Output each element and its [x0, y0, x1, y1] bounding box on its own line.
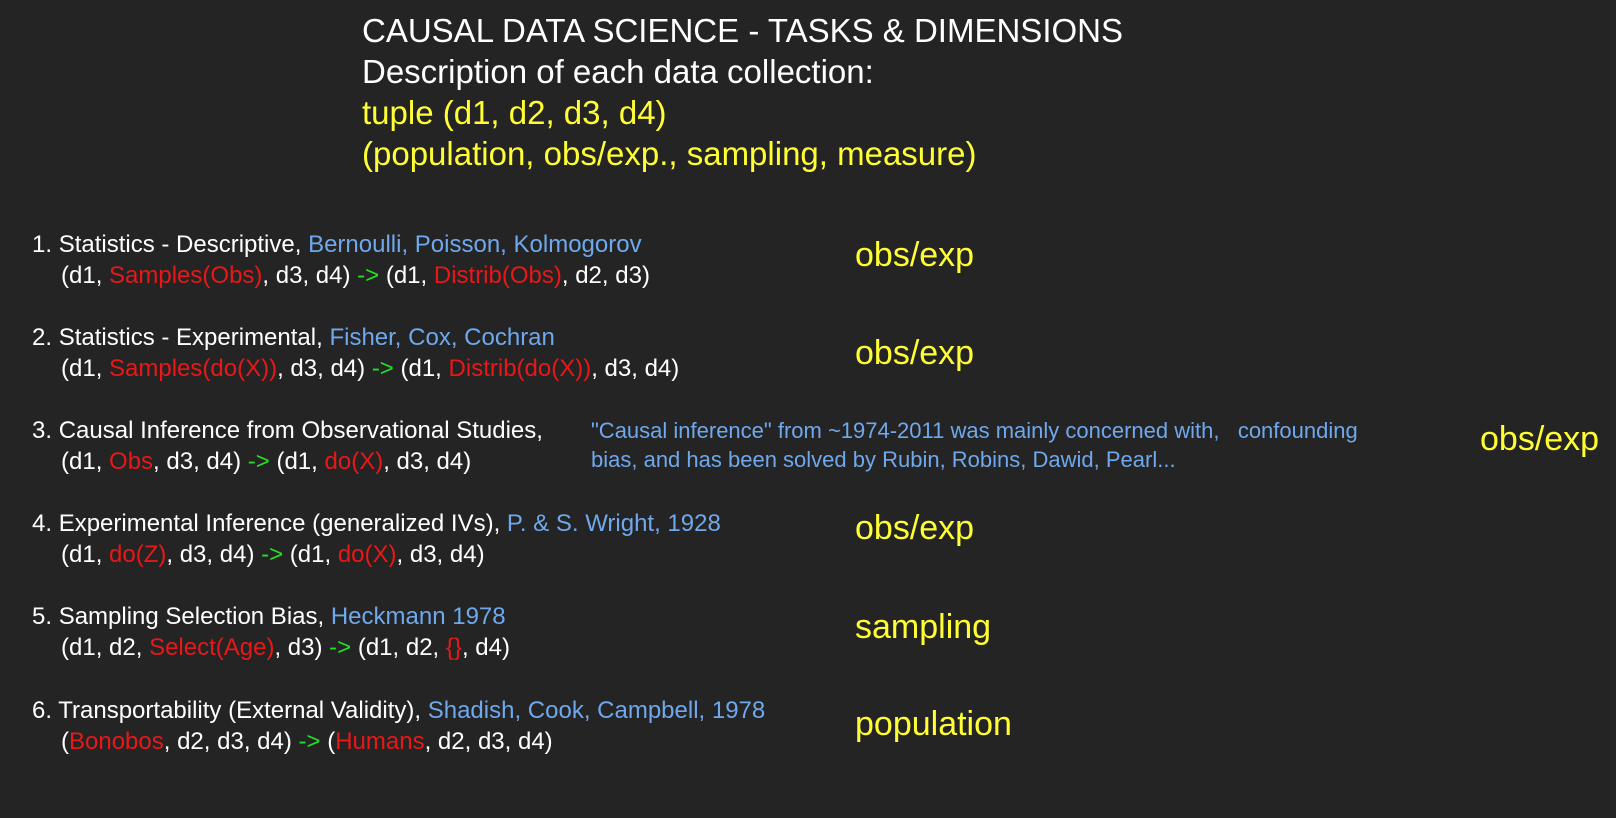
dimension-tag-1: obs/exp	[855, 236, 975, 274]
item-authors: P. & S. Wright, 1928	[506, 510, 721, 537]
header: CAUSAL DATA SCIENCE - TASKS & DIMENSIONS…	[362, 10, 1123, 174]
list-item-3: 3. Causal Inference from Observational S…	[32, 415, 543, 477]
causal-inference-note: "Causal inference" from ~1974-2011 was m…	[591, 418, 1358, 472]
item-title: Statistics - Experimental,	[58, 324, 323, 351]
item-authors: Fisher, Cox, Cochran	[329, 324, 555, 351]
list-item-1: 1. Statistics - Descriptive, Bernoulli, …	[32, 229, 650, 291]
item-authors: Bernoulli, Poisson, Kolmogorov	[308, 231, 642, 258]
item-formula: (d1, Obs, d3, d4) -> (d1, do(X), d3, d4)	[61, 448, 472, 475]
arrow: ->	[371, 355, 394, 382]
list-item-2: 2. Statistics - Experimental, Fisher, Co…	[32, 322, 679, 384]
dimension-tag-2: obs/exp	[855, 334, 975, 372]
arrow: ->	[329, 634, 352, 661]
arrow: ->	[261, 541, 284, 568]
list-item-4: 4. Experimental Inference (generalized I…	[32, 508, 721, 570]
dimension-tag-6: population	[855, 705, 1012, 743]
item-formula: (d1, do(Z), d3, d4) -> (d1, do(X), d3, d…	[61, 541, 485, 568]
item-title: Causal Inference from Observational Stud…	[58, 417, 543, 444]
list-item-6: 6. Transportability (External Validity),…	[32, 695, 765, 757]
item-authors: Shadish, Cook, Campbell, 1978	[427, 697, 766, 724]
item-formula: (d1, Samples(Obs), d3, d4) -> (d1, Distr…	[61, 262, 650, 289]
item-formula: (d1, Samples(do(X)), d3, d4) -> (d1, Dis…	[61, 355, 680, 382]
item-title: Transportability (External Validity),	[58, 697, 422, 724]
dimension-tag-5: sampling	[855, 608, 992, 646]
item-title: Statistics - Descriptive,	[58, 231, 302, 258]
item-number: 1.	[32, 231, 53, 258]
item-formula: (d1, d2, Select(Age), d3) -> (d1, d2, {}…	[61, 634, 510, 661]
slide-title: CAUSAL DATA SCIENCE - TASKS & DIMENSIONS	[362, 12, 1123, 49]
item-number: 2.	[32, 324, 53, 351]
item-authors: Heckmann 1978	[330, 603, 506, 630]
item-number: 5.	[32, 603, 53, 630]
tuple-line: tuple (d1, d2, d3, d4)	[362, 94, 667, 131]
item-number: 3.	[32, 417, 53, 444]
item-number: 6.	[32, 697, 53, 724]
arrow: ->	[298, 728, 321, 755]
item-title: Sampling Selection Bias,	[58, 603, 325, 630]
item-title: Experimental Inference (generalized IVs)…	[58, 510, 501, 537]
arrow: ->	[357, 262, 380, 289]
item-formula: (Bonobos, d2, d3, d4) -> (Humans, d2, d3…	[61, 728, 553, 755]
dimension-tag-4: obs/exp	[855, 509, 975, 547]
arrow: ->	[247, 448, 270, 475]
dimension-tag-3: obs/exp	[1480, 420, 1600, 458]
list-item-5: 5. Sampling Selection Bias, Heckmann 197…	[32, 601, 510, 663]
item-number: 4.	[32, 510, 53, 537]
dimensions-line: (population, obs/exp., sampling, measure…	[362, 135, 977, 172]
slide-subtitle: Description of each data collection:	[362, 53, 874, 90]
